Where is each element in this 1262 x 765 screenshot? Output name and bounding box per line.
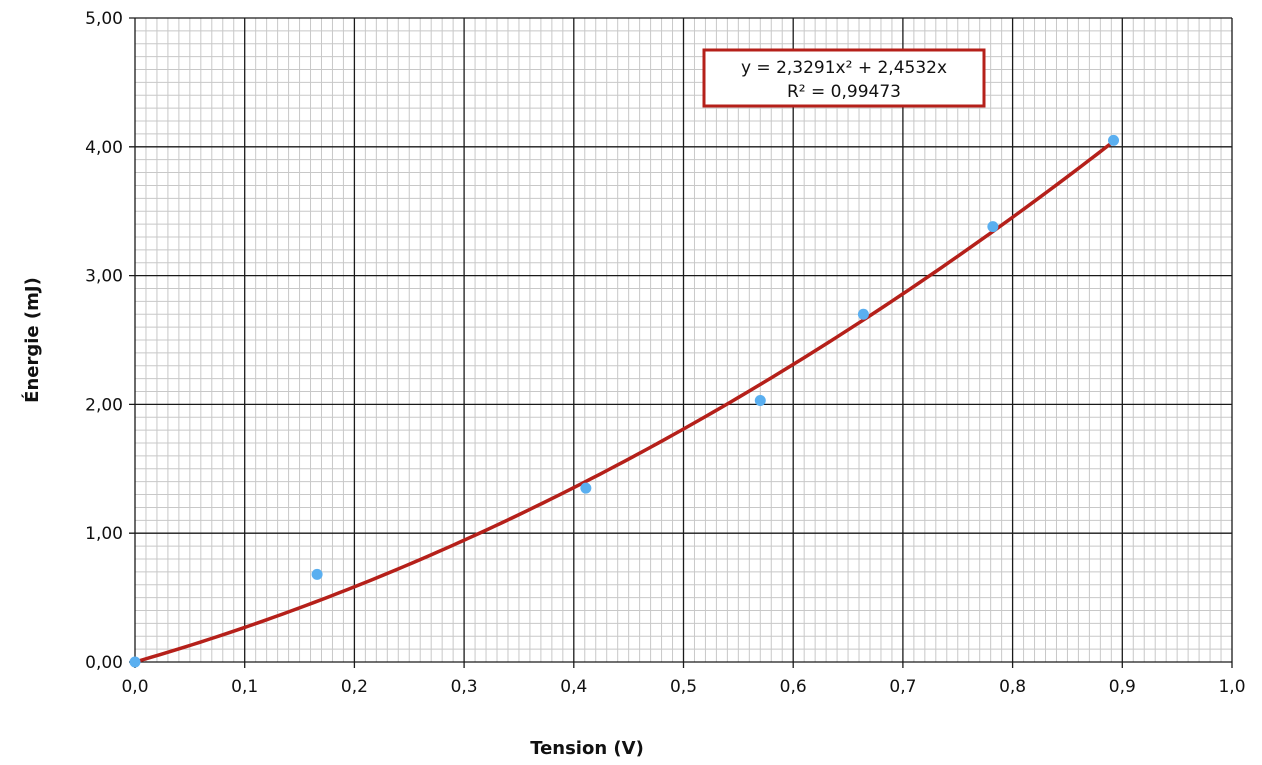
data-point <box>311 568 323 580</box>
data-point <box>857 308 869 320</box>
data-point <box>754 395 766 407</box>
x-tick-label: 0,1 <box>231 677 258 697</box>
x-tick-label: 0,7 <box>889 677 916 697</box>
trendline-layer <box>134 140 1115 664</box>
x-tick-label: 1,0 <box>1218 677 1245 697</box>
x-tick-label: 0,5 <box>670 677 697 697</box>
x-tick-label: 0,0 <box>121 677 148 697</box>
y-tick-label: 3,00 <box>85 267 123 287</box>
data-point <box>1108 134 1120 146</box>
y-tick-label: 2,00 <box>85 395 123 415</box>
major-grid <box>129 17 1233 668</box>
x-tick-label: 0,6 <box>780 677 807 697</box>
trendline-equation: y = 2,3291x² + 2,4532x <box>741 58 947 78</box>
x-tick-label: 0,9 <box>1109 677 1136 697</box>
y-tick-label: 0,00 <box>85 653 123 673</box>
x-axis-ticks: 0,0 0,1 0,2 0,3 0,4 0,5 0,6 0,7 0,8 0,9 1,0 <box>121 677 1245 697</box>
data-point <box>129 656 141 668</box>
data-points <box>129 134 1120 668</box>
x-tick-label: 0,8 <box>999 677 1026 697</box>
trendline-r-squared: R² = 0,99473 <box>787 82 901 102</box>
data-point <box>987 221 999 233</box>
data-point <box>580 482 592 494</box>
y-tick-label: 1,00 <box>85 524 123 544</box>
y-tick-label: 5,00 <box>85 9 123 29</box>
x-tick-label: 0,3 <box>451 677 478 697</box>
x-axis-title: Tension (V) <box>530 738 644 759</box>
x-tick-label: 0,4 <box>560 677 587 697</box>
trendline-equation-box: y = 2,3291x² + 2,4532x R² = 0,99473 <box>702 48 986 108</box>
y-axis-title: Énergie (mJ) <box>21 277 43 403</box>
equation-box-border <box>702 48 986 108</box>
trendline-curve <box>134 140 1115 664</box>
x-tick-label: 0,2 <box>341 677 368 697</box>
y-tick-label: 4,00 <box>85 138 123 158</box>
y-axis-ticks: 0,00 1,00 2,00 3,00 4,00 5,00 <box>85 9 123 673</box>
